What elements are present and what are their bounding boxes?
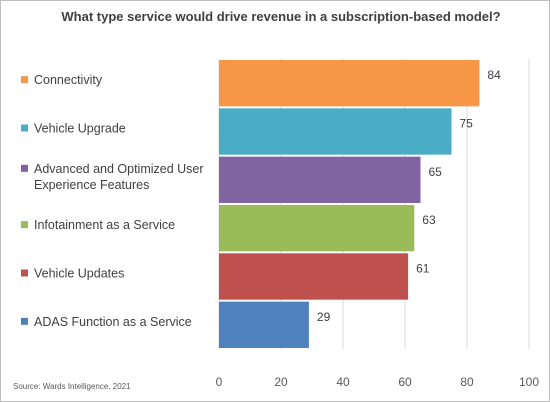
x-tick-label-60: 60 <box>398 375 412 389</box>
x-tick-label-100: 100 <box>519 375 539 389</box>
category-label-3-line-0: Infotainment as a Service <box>34 218 175 232</box>
category-label-2-line-0: Advanced and Optimized User <box>34 162 204 176</box>
legend-marker-3 <box>21 221 28 229</box>
bar-4 <box>219 253 409 300</box>
value-label-1: 75 <box>460 117 474 131</box>
category-label-2-line-1: Experience Features <box>34 178 149 192</box>
legend-marker-5 <box>21 317 28 325</box>
source-note: Source: Wards Intelligence, 2021 <box>13 382 131 391</box>
bars: 84 75 65 63 61 29 <box>219 60 501 348</box>
legend-marker-1 <box>21 124 28 132</box>
value-label-3: 63 <box>422 213 436 227</box>
bar-5 <box>219 301 309 348</box>
legend-marker-4 <box>21 269 28 277</box>
legend-marker-0 <box>21 76 28 84</box>
gridlines <box>218 59 530 349</box>
x-axis-ticks: 0 20 40 60 80 100 <box>216 375 540 389</box>
x-tick-label-20: 20 <box>274 375 288 389</box>
x-tick-label-80: 80 <box>460 375 474 389</box>
x-tick-label-40: 40 <box>336 375 350 389</box>
value-label-0: 84 <box>487 68 501 82</box>
value-label-5: 29 <box>317 310 331 324</box>
category-labels: Connectivity Vehicle Upgrade Advanced and … <box>21 73 204 329</box>
value-label-4: 61 <box>416 262 430 276</box>
value-label-2: 65 <box>429 165 443 179</box>
category-label-5-line-0: ADAS Function as a Service <box>34 315 192 329</box>
category-label-0-line-0: Connectivity <box>34 73 103 87</box>
category-label-4-line-0: Vehicle Updates <box>34 267 124 281</box>
bar-2 <box>219 156 421 203</box>
x-tick-label-0: 0 <box>216 375 223 389</box>
bar-1 <box>219 108 452 155</box>
legend-marker-2 <box>21 164 28 172</box>
bar-0 <box>219 60 480 107</box>
chart-title: What type service would drive revenue in… <box>61 9 500 24</box>
bar-3 <box>219 205 415 252</box>
category-label-1-line-0: Vehicle Upgrade <box>34 122 126 136</box>
